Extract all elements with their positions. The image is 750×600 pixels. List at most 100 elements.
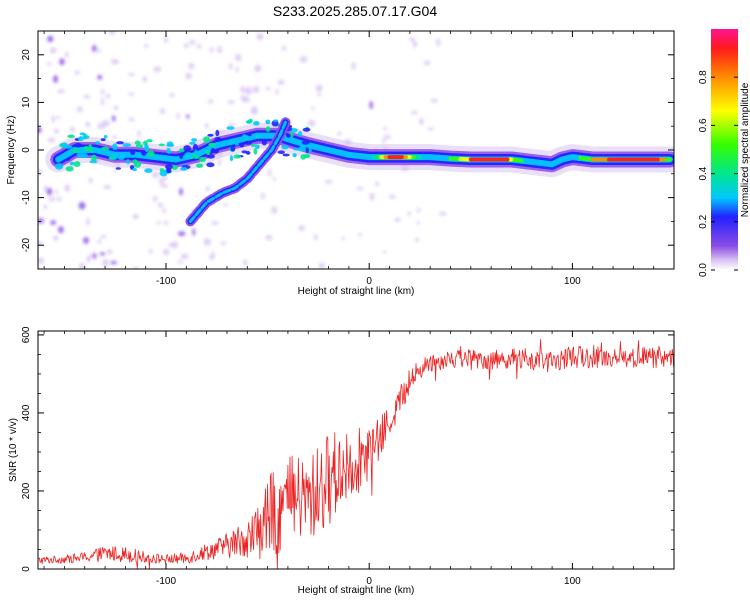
spectrogram-noise-cell xyxy=(128,92,135,96)
spectrogram-ridge-blob xyxy=(229,139,234,145)
spectrogram-noise-cell xyxy=(168,242,174,247)
spectrogram-noise-cell xyxy=(149,248,153,254)
spectrogram-noise-cell xyxy=(415,237,419,243)
spectrogram-branch xyxy=(188,119,288,223)
spectrogram-noise-cell xyxy=(176,112,180,120)
spectrogram-ridge-blob xyxy=(95,141,100,145)
spectrogram-noise-cell xyxy=(47,35,54,43)
spectrogram-noise-cell xyxy=(74,70,80,75)
spectrogram-ridge-blob xyxy=(83,145,90,152)
colorbar-tick-label: 0.8 xyxy=(698,70,709,84)
spectrogram-noise-cell xyxy=(137,130,141,138)
spectrogram-noise-cell xyxy=(427,127,435,131)
spectrogram-noise-cell xyxy=(369,101,374,110)
spectrogram-ridge-blob xyxy=(302,127,311,132)
spectrogram-noise-cell xyxy=(48,196,56,202)
spectrogram-ridge-blob xyxy=(202,136,211,144)
spectrogram-noise-cell xyxy=(234,54,242,62)
spectrogram-noise-cell xyxy=(185,72,192,80)
spectrogram-ridge-blob xyxy=(229,155,234,162)
spectrogram-ridge-blob xyxy=(206,154,215,159)
spectrogram-noise-cell xyxy=(97,74,103,80)
spectrogram-ridge-blob xyxy=(117,155,125,160)
spectrogram-y-label: Frequency (Hz) xyxy=(6,116,17,185)
snr-x-ticks: -100 0 100 xyxy=(43,331,675,587)
spectrogram-noise-cell xyxy=(64,51,70,58)
spectrogram-ridge-blob xyxy=(208,142,216,148)
spectrogram-noise-cell xyxy=(384,266,390,269)
spectrogram-noise-cell xyxy=(44,185,48,193)
spectrogram-ridge-blob xyxy=(298,145,306,152)
spectrogram-noise-cell xyxy=(38,169,44,174)
spectrogram-ridge-blob xyxy=(166,141,174,147)
spectrogram-ridge-blob xyxy=(255,144,260,150)
spectrogram-ridge-blob xyxy=(72,148,80,154)
spectrogram-noise-cell xyxy=(209,47,214,53)
spectrogram-noise-cell xyxy=(438,211,447,216)
spectrogram-noise-cell xyxy=(196,44,202,49)
spectrogram-noise-cell xyxy=(244,86,253,95)
spectrogram-noise-cell xyxy=(142,76,148,83)
spectrogram-noise-cell xyxy=(317,92,322,97)
spectrogram-noise-cell xyxy=(100,97,105,106)
spectrogram-x-tick-label: -100 xyxy=(156,276,176,287)
spectrogram-noise-cell xyxy=(128,72,135,77)
spectrogram-noise-cell xyxy=(46,61,52,66)
spectrogram-noise-cell xyxy=(355,186,364,190)
spectrogram-noise-cell xyxy=(383,134,392,139)
spectrogram-noise-cell xyxy=(160,183,169,188)
spectrogram-noise-cell xyxy=(59,58,65,66)
spectrogram-ridge-blob xyxy=(265,126,271,133)
spectrogram-ridge xyxy=(45,118,674,178)
spectrogram-noise-cell xyxy=(109,31,116,36)
spectrogram-noise-cell xyxy=(110,260,117,265)
spectrogram-noise-cell xyxy=(188,62,195,70)
spectrogram-noise-cell xyxy=(430,98,438,103)
spectrogram-noise-cell xyxy=(76,106,83,113)
spectrogram-noise-cell xyxy=(394,217,401,222)
spectrogram-ridge-blob xyxy=(141,150,147,156)
spectrogram-noise-cell xyxy=(100,89,105,95)
spectrogram-noise-cell xyxy=(53,75,58,84)
spectrogram-ridge-blob xyxy=(277,150,285,154)
spectrogram-noise-cell xyxy=(313,234,318,241)
spectrogram-noise-cell xyxy=(103,185,112,190)
spectrogram-ridge-blob xyxy=(234,142,240,146)
spectrogram-noise-cell xyxy=(168,93,175,97)
spectrogram-noise-cell xyxy=(96,48,101,53)
spectrogram-noise-cell xyxy=(38,241,43,246)
colorbar-tick-label: 0.4 xyxy=(698,166,709,180)
spectrogram-noise-cell xyxy=(211,221,219,225)
spectrogram-y-tick-label: 20 xyxy=(21,49,32,61)
spectrogram-noise-cell xyxy=(227,100,235,105)
spectrogram-noise-cell xyxy=(83,237,89,244)
spectrogram-noise-cell xyxy=(47,137,56,143)
snr-y-ticks: 0 200 400 600 xyxy=(21,326,674,572)
spectrogram-ridge-blob xyxy=(248,118,253,123)
spectrogram-noise-cell xyxy=(86,255,92,263)
colorbar-label: Normalized spectral amplitude xyxy=(740,82,750,217)
spectrogram-ridge-blob xyxy=(292,153,297,158)
spectrogram-y-tick-label: -20 xyxy=(21,238,32,253)
spectrogram-noise-cell xyxy=(178,260,183,264)
spectrogram-noise-cell xyxy=(111,135,118,139)
spectrogram-ridge-blob xyxy=(157,156,166,160)
spectrogram-ridge-blob xyxy=(189,141,196,145)
spectrogram-noise-cell xyxy=(204,122,209,129)
spectrogram-noise-cell xyxy=(375,181,379,187)
spectrogram-noise-cell xyxy=(162,175,168,181)
spectrogram-noise-cell xyxy=(151,171,160,178)
spectrogram-ridge-blob xyxy=(244,140,253,145)
spectrogram-noise-cell xyxy=(416,221,421,225)
spectrogram-noise-cell xyxy=(189,39,196,45)
figure-title: S233.2025.285.07.17.G04 xyxy=(273,3,437,19)
spectrogram-noise-cell xyxy=(423,60,431,66)
spectrogram-noise-cell xyxy=(266,86,271,91)
spectrogram-noise-cell xyxy=(208,99,214,104)
spectrogram-noise-cell xyxy=(57,89,65,94)
spectrogram-ridge-blob xyxy=(90,154,97,161)
snr-frame xyxy=(37,330,675,570)
spectrogram-noise-cell xyxy=(382,138,386,145)
spectrogram-noise-cell xyxy=(163,36,168,44)
spectrogram-noise-cell xyxy=(271,206,278,214)
